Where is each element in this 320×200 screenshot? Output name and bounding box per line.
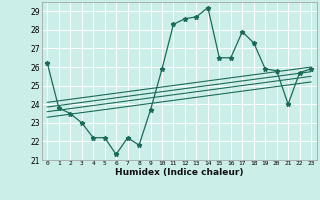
X-axis label: Humidex (Indice chaleur): Humidex (Indice chaleur): [115, 168, 244, 177]
